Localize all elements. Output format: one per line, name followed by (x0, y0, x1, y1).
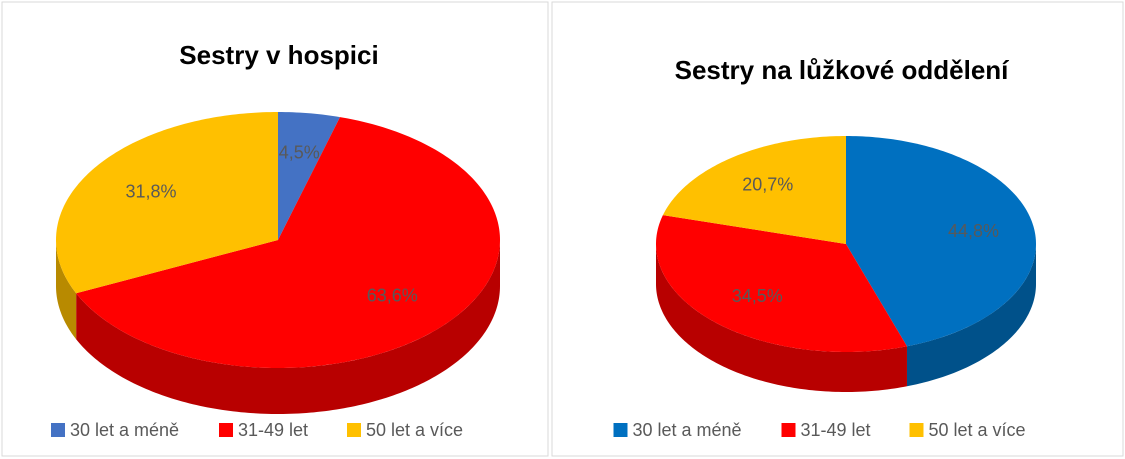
data-label: 31,8% (125, 182, 176, 202)
legend-swatch (219, 423, 233, 437)
legend-swatch (781, 423, 796, 437)
data-label: 34,5% (732, 286, 783, 306)
slice-side (76, 240, 500, 414)
slice (662, 136, 846, 244)
slice (846, 136, 1036, 347)
data-label: 4,5% (279, 143, 320, 163)
slice-side (656, 244, 907, 392)
slice-side (56, 240, 77, 340)
slice-side (906, 244, 1036, 387)
legend-swatch (909, 423, 924, 437)
data-label: 20,7% (742, 174, 793, 194)
chart-title: Sestry na lůžkové oddělení (675, 55, 1010, 85)
legend-label: 30 let a méně (633, 420, 742, 440)
legend-swatch (51, 423, 65, 437)
chart-title: Sestry v hospici (179, 40, 378, 70)
slice (76, 117, 500, 368)
slice (656, 215, 907, 352)
legend-swatch (347, 423, 361, 437)
legend-label: 30 let a méně (70, 420, 179, 440)
legend-label: 50 let a více (929, 420, 1026, 440)
legend-label: 50 let a více (366, 420, 463, 440)
legend-label: 31-49 let (238, 420, 308, 440)
data-label: 63,6% (367, 286, 418, 306)
data-label: 44,8% (948, 221, 999, 241)
legend-swatch (613, 423, 628, 437)
legend-label: 31-49 let (801, 420, 871, 440)
slice (56, 112, 278, 294)
slice (278, 112, 340, 240)
